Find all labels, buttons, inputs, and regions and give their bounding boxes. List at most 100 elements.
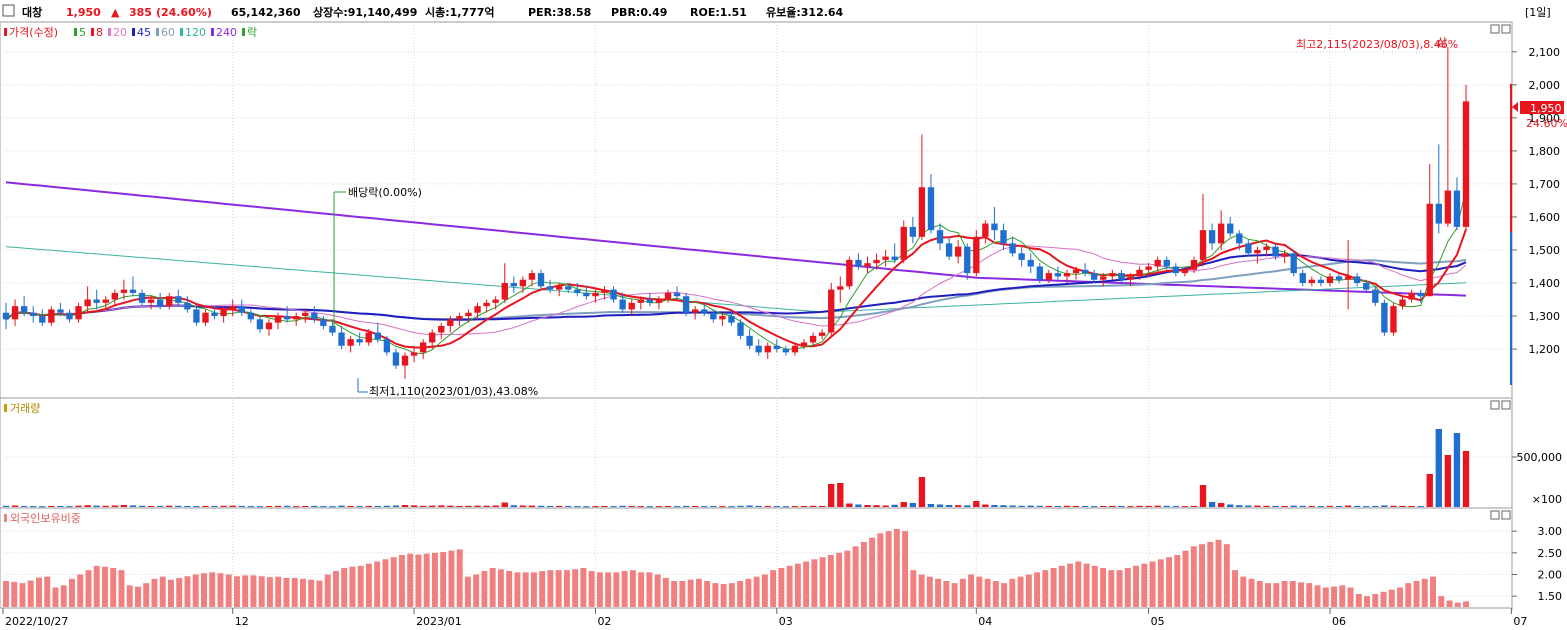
header-bar: 대창 1,950 ▲ 385 (24.60%) 65,142,360 상장수:9… [0, 0, 1567, 22]
foreign-bar [184, 576, 191, 607]
volume-bar [710, 506, 717, 507]
volume-bar [592, 506, 599, 508]
foreign-bar [671, 581, 678, 607]
low-annotation: 최저1,110(2023/01/03),43.08% [369, 385, 538, 398]
minimize-icon[interactable] [1490, 24, 1500, 34]
foreign-bar [11, 581, 18, 607]
volume-bar [1453, 433, 1461, 507]
foreign-bar [712, 583, 719, 607]
candle [1091, 269, 1098, 284]
foreign-bar [390, 557, 397, 607]
candle [991, 207, 998, 241]
dividend-annotation: 배당락(0.00%) [348, 186, 422, 199]
candle-body [1317, 279, 1325, 284]
candle [1335, 273, 1343, 284]
candle [30, 306, 37, 323]
legend-label[interactable]: 20 [113, 26, 127, 39]
change-arrow-icon: ▲ [111, 6, 120, 19]
candle [329, 319, 336, 336]
foreign-bar [1067, 563, 1074, 607]
foreign-bar [1009, 578, 1016, 607]
close-icon[interactable] [1501, 400, 1511, 410]
volume-bar [601, 506, 608, 507]
date-tick-label: 05 [1151, 615, 1165, 628]
candle [574, 283, 581, 297]
legend-label[interactable]: 60 [161, 26, 175, 39]
close-icon[interactable] [1501, 24, 1511, 34]
foreign-bar [423, 553, 430, 607]
foreign-bar [1133, 565, 1140, 607]
foreign-tick-label: 3.00 [1538, 525, 1563, 538]
candle [75, 302, 82, 323]
volume-bar [410, 505, 418, 507]
foreign-bar [1281, 581, 1288, 607]
volume-bar [166, 505, 173, 507]
foreign-bar [580, 568, 587, 607]
candle-body [166, 296, 173, 307]
volume-bar [120, 505, 128, 507]
window-checkbox-icon[interactable] [2, 4, 15, 17]
legend-label[interactable]: 8 [96, 26, 103, 39]
foreign-bar [1149, 561, 1156, 607]
price-panel-buttons [1490, 24, 1511, 520]
candle-body [737, 322, 744, 336]
candle [945, 236, 953, 260]
volume-bar [11, 505, 19, 507]
date-tick-label: 2022/10/27 [5, 615, 68, 628]
legend-label[interactable]: 45 [137, 26, 151, 39]
candle-body [465, 312, 472, 317]
foreign-bar [1438, 596, 1445, 607]
candle-body [637, 299, 644, 303]
foreign-bar [233, 576, 240, 607]
candle [120, 279, 128, 300]
foreign-bar [85, 570, 92, 607]
legend-label[interactable]: 5 [79, 26, 86, 39]
candle-body [782, 349, 790, 353]
candle-body [283, 316, 291, 320]
price-tick-label: 2,000 [1529, 79, 1561, 92]
candle-body [438, 325, 445, 333]
foreign-bar [959, 578, 966, 607]
candle [1344, 240, 1352, 310]
candle-body [1453, 190, 1461, 227]
date-tick-label: 2023/01 [416, 615, 462, 628]
minimize-icon[interactable] [1490, 510, 1500, 520]
candle [293, 312, 300, 326]
volume-bar [238, 505, 245, 507]
foreign-bar [93, 565, 100, 607]
foreign-bar [1347, 587, 1354, 607]
close-icon[interactable] [1501, 510, 1511, 520]
candle-body [746, 335, 753, 346]
candle [274, 312, 282, 330]
foreign-bar [654, 574, 661, 607]
legend-label[interactable]: 120 [185, 26, 206, 39]
foreign-bar [77, 574, 84, 607]
volume-bar [1036, 505, 1043, 507]
candle-body [682, 296, 690, 313]
volume-bar [156, 505, 164, 507]
volume-bar [646, 506, 654, 508]
foreign-bar [1207, 542, 1214, 607]
foreign-bar [918, 574, 925, 607]
candle-body [57, 309, 64, 313]
foreign-bar [448, 550, 455, 607]
foreign-bar [1042, 570, 1049, 607]
legend-label[interactable]: 240 [216, 26, 237, 39]
candle-body [184, 302, 191, 310]
period-selector[interactable]: [1일] [1525, 5, 1551, 19]
minimize-icon[interactable] [1490, 400, 1500, 410]
candle [129, 276, 137, 297]
foreign-bar [168, 579, 174, 607]
foreign-bar [1397, 587, 1403, 607]
volume-bar [193, 506, 200, 508]
candle-body [156, 299, 164, 307]
foreign-bar [143, 583, 150, 607]
candle [492, 296, 499, 310]
foreign-bar [704, 581, 711, 607]
candle [1290, 249, 1297, 277]
legend-label[interactable]: 락 [247, 26, 257, 39]
foreign-bar [728, 583, 735, 607]
legend-label[interactable]: 가격(수정) [9, 26, 58, 39]
candle-body [864, 263, 871, 267]
